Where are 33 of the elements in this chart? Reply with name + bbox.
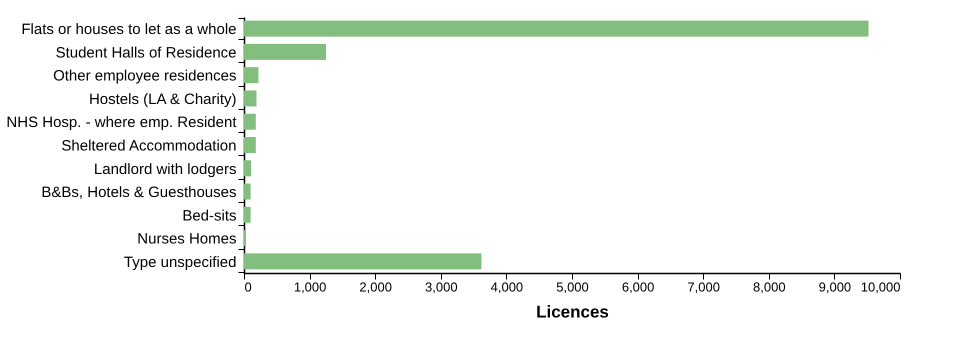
y-tick-label: Hostels (LA & Charity) [88, 90, 237, 108]
x-tick-label: 10,000 [860, 280, 900, 294]
y-tick-label: Student Halls of Residence [56, 44, 236, 62]
bar [244, 137, 256, 153]
bar [244, 184, 251, 200]
bar [244, 253, 482, 270]
y-tick-label: Nurses Homes [137, 230, 236, 248]
bar [244, 44, 326, 60]
bar [244, 114, 256, 130]
y-tick-label: Bed-sits [182, 207, 236, 224]
bar [244, 206, 251, 223]
x-tick-label: 5,000 [556, 280, 589, 294]
x-tick-label: 0 [244, 280, 252, 294]
x-axis-title: Licences [536, 302, 609, 322]
bar [244, 160, 252, 176]
x-tick-label: 1,000 [294, 280, 326, 294]
x-tick-label: 4,000 [490, 280, 524, 294]
x-tick-label: 7,000 [687, 280, 720, 294]
bar [244, 20, 869, 37]
x-tick-label: 8,000 [753, 280, 786, 294]
x-tick-label: 9,000 [818, 280, 852, 294]
y-tick-label: Landlord with lodgers [94, 160, 236, 178]
y-tick-label: Other employee residences [53, 68, 236, 85]
x-tick-label: 3,000 [425, 280, 458, 294]
bar [244, 67, 258, 84]
y-tick-label: Type unspecified [124, 254, 236, 271]
y-tick-label: NHS Hosp. - where emp. Resident [6, 114, 238, 132]
x-tick-label: 6,000 [622, 280, 654, 294]
y-tick-label: B&Bs, Hotels & Guesthouses [41, 184, 236, 202]
bar [244, 90, 256, 106]
x-tick-label: 2,000 [359, 280, 392, 294]
y-tick-label: Sheltered Accommodation [61, 138, 236, 154]
y-tick-label: Flats or houses to let as a whole [21, 21, 236, 38]
